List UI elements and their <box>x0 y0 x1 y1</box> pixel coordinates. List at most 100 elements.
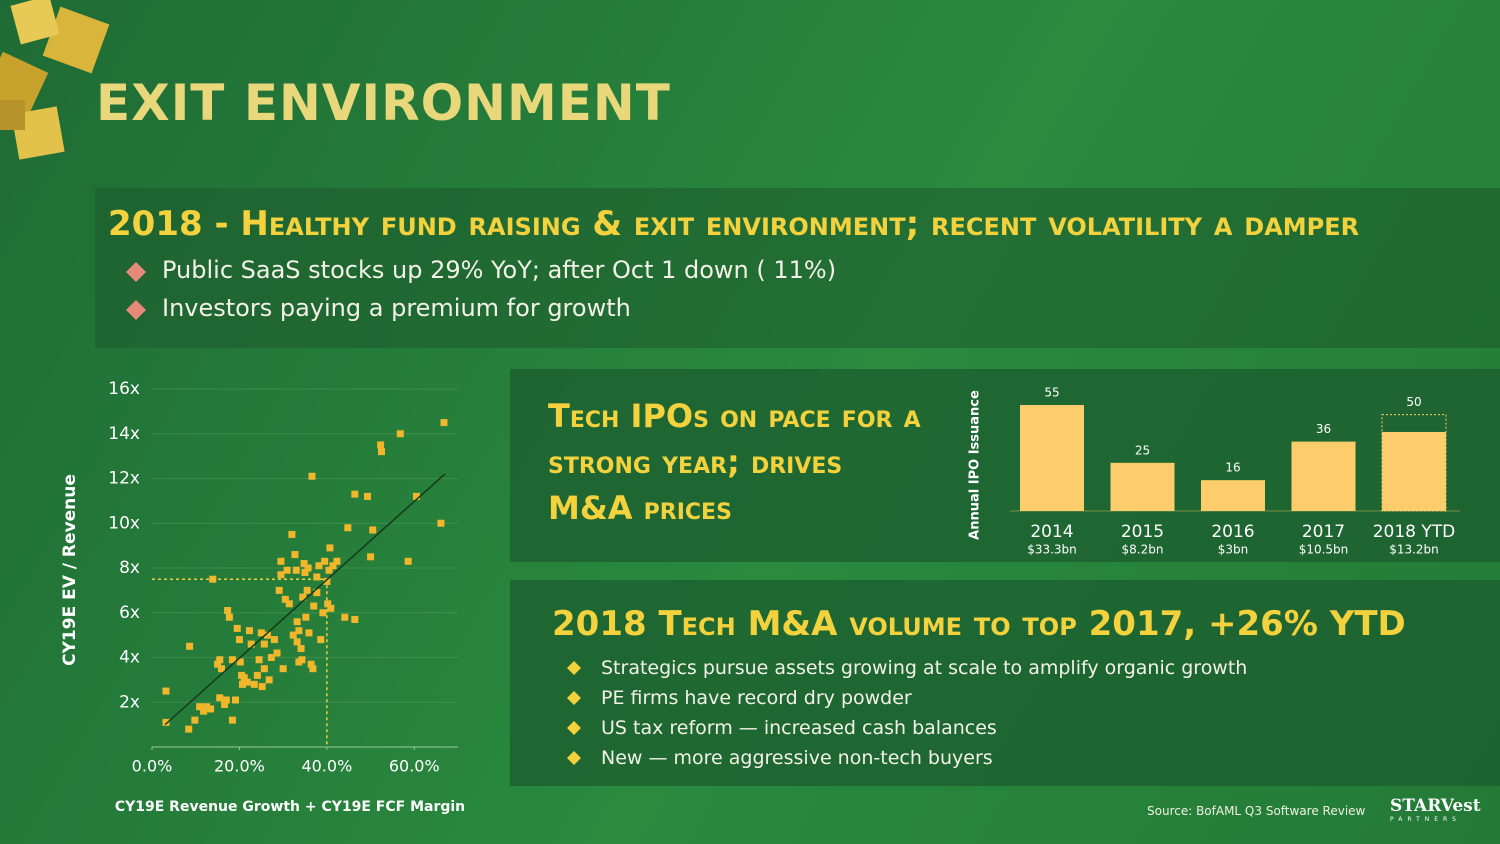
scatter-point <box>162 718 170 726</box>
scatter-point <box>228 656 236 664</box>
scatter-point <box>293 638 301 646</box>
y-tick-label: 14x <box>108 424 140 444</box>
bar <box>1382 431 1446 511</box>
scatter-point <box>245 627 253 635</box>
scatter-point <box>313 589 321 597</box>
scatter-point <box>277 557 285 565</box>
scatter-point <box>218 665 226 673</box>
scatter-point <box>324 600 332 608</box>
charts: 2x 4x 6x 8x 10x 12x 14x 16x 0.0% 20.0% 40.0% 60.0% C… <box>60 379 1460 815</box>
scatter-point <box>224 607 232 615</box>
scatter-point <box>298 656 306 664</box>
scatter-point <box>270 636 278 644</box>
scatter-point <box>186 642 194 650</box>
y-axis-label: Annual IPO Issuance <box>968 390 983 540</box>
bar <box>1020 405 1084 511</box>
scatter-point <box>200 707 208 715</box>
scatter-point <box>412 492 420 500</box>
decor <box>0 0 110 160</box>
scatter-point <box>333 557 341 565</box>
source: Source: BofAML Q3 Software Review <box>1147 804 1366 818</box>
scatter-point <box>364 492 372 500</box>
scatter-point <box>191 716 199 724</box>
decor-square <box>0 51 49 119</box>
scatter-point <box>293 618 301 626</box>
scatter-point <box>301 568 309 576</box>
x-tick-label: 60.0% <box>389 757 440 776</box>
scatter-point <box>351 490 359 498</box>
scatter-point <box>162 687 170 695</box>
scatter-point <box>313 573 321 581</box>
bullet-icon <box>126 262 146 282</box>
scatter-point <box>321 557 329 565</box>
scatter-point <box>291 551 299 559</box>
scatter-point <box>341 613 349 621</box>
scatter-point <box>260 640 268 648</box>
scatter-point <box>221 700 229 708</box>
ma-heading: 2018 Tech M&A volume to top 2017, +26% Y… <box>552 604 1406 644</box>
scatter-point <box>240 674 248 682</box>
bullet-icon <box>126 300 146 320</box>
scatter-point <box>253 671 261 679</box>
scatter-point <box>283 566 291 574</box>
scatter-point <box>222 696 230 704</box>
scatter-point <box>300 560 308 568</box>
scatter-point <box>228 716 236 724</box>
scatter-point <box>185 725 193 733</box>
scatter-point <box>289 631 297 639</box>
scatter-point <box>260 665 268 673</box>
logo-sub: PARTNERS <box>1390 816 1461 823</box>
scatter-point <box>310 602 318 610</box>
scatter-point <box>288 530 296 538</box>
scatter-point <box>279 665 287 673</box>
scatter-point <box>305 629 313 637</box>
y-axis-label: CY19E EV / Revenue <box>60 474 80 666</box>
y-tick-label: 16x <box>108 379 140 399</box>
logo: STARVest <box>1390 796 1481 816</box>
summary-panel <box>95 188 1500 348</box>
scatter-point <box>299 593 307 601</box>
category-sublabel: $33.3bn <box>1027 543 1077 557</box>
bullet-icon <box>567 691 581 705</box>
scatter-point <box>233 624 241 632</box>
summary-bullet: Public SaaS stocks up 29% YoY; after Oct… <box>162 256 837 284</box>
scatter-point <box>440 419 448 427</box>
scatter-point <box>351 615 359 623</box>
scatter-point <box>304 564 312 572</box>
scatter-point <box>257 629 265 637</box>
scatter-point <box>303 586 311 594</box>
value-label: 36 <box>1316 422 1331 436</box>
decor-square <box>0 100 25 130</box>
value-label: 25 <box>1135 443 1150 457</box>
scatter-point <box>267 654 275 661</box>
scatter-point <box>323 577 331 585</box>
ma-bullet: Strategics pursue assets growing at scal… <box>601 657 1248 679</box>
scatter-point <box>277 571 285 579</box>
bullet-icon <box>567 751 581 765</box>
bar <box>1201 480 1265 511</box>
scatter-point <box>396 430 404 438</box>
scatter-point <box>319 609 327 617</box>
y-tick-label: 6x <box>119 603 140 623</box>
x-axis-label: CY19E Revenue Growth + CY19E FCF Margin <box>115 799 465 815</box>
scatter-point <box>295 627 303 635</box>
scatter-point <box>377 441 385 449</box>
scatter-point <box>367 553 375 561</box>
ma-panel <box>510 580 1500 786</box>
scatter-point <box>238 680 246 688</box>
scatter-point <box>378 448 385 456</box>
scatter-point <box>243 678 251 686</box>
y-tick-label: 12x <box>108 469 140 489</box>
scatter-point <box>317 636 325 644</box>
decor-square <box>42 6 110 74</box>
scatter-point <box>214 660 222 668</box>
slide-title: EXIT ENVIRONMENT <box>96 74 671 132</box>
summary-bullet: Investors paying a premium for growth <box>162 294 631 322</box>
ipo-heading: Tech IPOs on pace for a strong year; dri… <box>548 397 921 527</box>
scatter-point <box>209 575 217 583</box>
scatter-point <box>285 600 293 608</box>
bullet-icon <box>567 721 581 735</box>
scatter-point <box>437 519 445 527</box>
value-label: 50 <box>1406 395 1421 409</box>
y-tick-label: 8x <box>119 558 140 578</box>
